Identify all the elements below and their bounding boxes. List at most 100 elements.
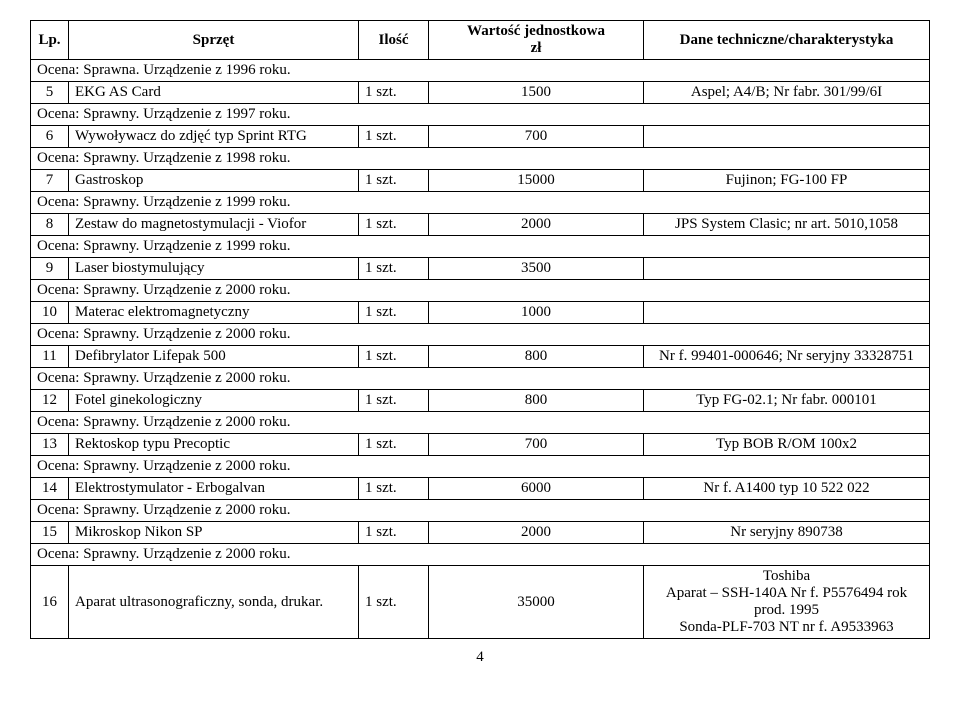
ocena-row: Ocena: Sprawny. Urządzenie z 2000 roku. bbox=[31, 324, 930, 346]
cell-ilosc: 1 szt. bbox=[359, 126, 429, 148]
cell-sprzet: EKG AS Card bbox=[69, 82, 359, 104]
ocena-text: Ocena: Sprawny. Urządzenie z 1999 roku. bbox=[31, 192, 930, 214]
cell-sprzet: Materac elektromagnetyczny bbox=[69, 302, 359, 324]
cell-dane: JPS System Clasic; nr art. 5010,1058 bbox=[644, 214, 930, 236]
cell-wartosc: 6000 bbox=[429, 478, 644, 500]
table-row: 14Elektrostymulator - Erbogalvan1 szt.60… bbox=[31, 478, 930, 500]
cell-lp: 6 bbox=[31, 126, 69, 148]
ocena-row: Ocena: Sprawny. Urządzenie z 2000 roku. bbox=[31, 280, 930, 302]
table-row: 8Zestaw do magnetostymulacji - Viofor1 s… bbox=[31, 214, 930, 236]
cell-wartosc: 800 bbox=[429, 346, 644, 368]
cell-sprzet: Aparat ultrasonograficzny, sonda, drukar… bbox=[69, 566, 359, 639]
ocena-row: Ocena: Sprawny. Urządzenie z 1999 roku. bbox=[31, 192, 930, 214]
ocena-text: Ocena: Sprawny. Urządzenie z 2000 roku. bbox=[31, 544, 930, 566]
header-wartosc-line1: Wartość jednostkowa bbox=[467, 23, 605, 39]
ocena-text: Ocena: Sprawny. Urządzenie z 2000 roku. bbox=[31, 324, 930, 346]
cell-sprzet: Rektoskop typu Precoptic bbox=[69, 434, 359, 456]
ocena-text: Ocena: Sprawny. Urządzenie z 1997 roku. bbox=[31, 104, 930, 126]
table-body: Ocena: Sprawna. Urządzenie z 1996 roku.5… bbox=[31, 60, 930, 639]
cell-wartosc: 35000 bbox=[429, 566, 644, 639]
ocena-row: Ocena: Sprawny. Urządzenie z 2000 roku. bbox=[31, 544, 930, 566]
equipment-table: Lp. Sprzęt Ilość Wartość jednostkowa zł … bbox=[30, 20, 930, 639]
table-row: 9Laser biostymulujący1 szt.3500 bbox=[31, 258, 930, 280]
cell-ilosc: 1 szt. bbox=[359, 170, 429, 192]
cell-lp: 16 bbox=[31, 566, 69, 639]
ocena-text: Ocena: Sprawny. Urządzenie z 2000 roku. bbox=[31, 500, 930, 522]
header-sprzet: Sprzęt bbox=[69, 21, 359, 60]
cell-dane bbox=[644, 126, 930, 148]
cell-wartosc: 700 bbox=[429, 126, 644, 148]
cell-dane bbox=[644, 258, 930, 280]
ocena-text: Ocena: Sprawny. Urządzenie z 1998 roku. bbox=[31, 148, 930, 170]
cell-dane: Typ BOB R/OM 100x2 bbox=[644, 434, 930, 456]
cell-lp: 13 bbox=[31, 434, 69, 456]
table-row: 7Gastroskop1 szt.15000Fujinon; FG-100 FP bbox=[31, 170, 930, 192]
cell-dane: Nr f. 99401-000646; Nr seryjny 33328751 bbox=[644, 346, 930, 368]
table-header-row: Lp. Sprzęt Ilość Wartość jednostkowa zł … bbox=[31, 21, 930, 60]
cell-dane: Aspel; A4/B; Nr fabr. 301/99/6I bbox=[644, 82, 930, 104]
table-row: 16Aparat ultrasonograficzny, sonda, druk… bbox=[31, 566, 930, 639]
cell-ilosc: 1 szt. bbox=[359, 258, 429, 280]
table-row: 5EKG AS Card1 szt.1500Aspel; A4/B; Nr fa… bbox=[31, 82, 930, 104]
cell-lp: 15 bbox=[31, 522, 69, 544]
cell-ilosc: 1 szt. bbox=[359, 566, 429, 639]
ocena-text: Ocena: Sprawny. Urządzenie z 2000 roku. bbox=[31, 368, 930, 390]
cell-sprzet: Mikroskop Nikon SP bbox=[69, 522, 359, 544]
cell-sprzet: Zestaw do magnetostymulacji - Viofor bbox=[69, 214, 359, 236]
header-lp: Lp. bbox=[31, 21, 69, 60]
cell-lp: 7 bbox=[31, 170, 69, 192]
ocena-text: Ocena: Sprawny. Urządzenie z 2000 roku. bbox=[31, 280, 930, 302]
cell-sprzet: Gastroskop bbox=[69, 170, 359, 192]
cell-wartosc: 2000 bbox=[429, 214, 644, 236]
cell-wartosc: 2000 bbox=[429, 522, 644, 544]
cell-sprzet: Wywoływacz do zdjęć typ Sprint RTG bbox=[69, 126, 359, 148]
cell-ilosc: 1 szt. bbox=[359, 214, 429, 236]
cell-lp: 9 bbox=[31, 258, 69, 280]
cell-ilosc: 1 szt. bbox=[359, 82, 429, 104]
header-wartosc-line2: zł bbox=[531, 40, 542, 56]
cell-ilosc: 1 szt. bbox=[359, 302, 429, 324]
cell-lp: 12 bbox=[31, 390, 69, 412]
cell-wartosc: 1000 bbox=[429, 302, 644, 324]
ocena-text: Ocena: Sprawny. Urządzenie z 1999 roku. bbox=[31, 236, 930, 258]
cell-lp: 14 bbox=[31, 478, 69, 500]
page-number: 4 bbox=[30, 649, 930, 666]
cell-ilosc: 1 szt. bbox=[359, 522, 429, 544]
cell-dane: Fujinon; FG-100 FP bbox=[644, 170, 930, 192]
cell-wartosc: 700 bbox=[429, 434, 644, 456]
cell-wartosc: 15000 bbox=[429, 170, 644, 192]
table-row: 13Rektoskop typu Precoptic1 szt.700Typ B… bbox=[31, 434, 930, 456]
ocena-row: Ocena: Sprawny. Urządzenie z 2000 roku. bbox=[31, 456, 930, 478]
table-row: 6Wywoływacz do zdjęć typ Sprint RTG1 szt… bbox=[31, 126, 930, 148]
cell-dane: Nr seryjny 890738 bbox=[644, 522, 930, 544]
ocena-row: Ocena: Sprawny. Urządzenie z 2000 roku. bbox=[31, 412, 930, 434]
ocena-row: Ocena: Sprawny. Urządzenie z 1997 roku. bbox=[31, 104, 930, 126]
cell-sprzet: Fotel ginekologiczny bbox=[69, 390, 359, 412]
cell-sprzet: Laser biostymulujący bbox=[69, 258, 359, 280]
ocena-row: Ocena: Sprawna. Urządzenie z 1996 roku. bbox=[31, 60, 930, 82]
header-wartosc: Wartość jednostkowa zł bbox=[429, 21, 644, 60]
header-ilosc: Ilość bbox=[359, 21, 429, 60]
cell-dane: ToshibaAparat – SSH-140A Nr f. P5576494 … bbox=[644, 566, 930, 639]
ocena-row: Ocena: Sprawny. Urządzenie z 2000 roku. bbox=[31, 368, 930, 390]
cell-wartosc: 1500 bbox=[429, 82, 644, 104]
table-row: 12Fotel ginekologiczny1 szt.800Typ FG-02… bbox=[31, 390, 930, 412]
cell-ilosc: 1 szt. bbox=[359, 346, 429, 368]
cell-lp: 10 bbox=[31, 302, 69, 324]
cell-lp: 11 bbox=[31, 346, 69, 368]
header-dane: Dane techniczne/charakterystyka bbox=[644, 21, 930, 60]
cell-wartosc: 3500 bbox=[429, 258, 644, 280]
ocena-text: Ocena: Sprawny. Urządzenie z 2000 roku. bbox=[31, 412, 930, 434]
table-row: 15Mikroskop Nikon SP1 szt.2000Nr seryjny… bbox=[31, 522, 930, 544]
ocena-row: Ocena: Sprawny. Urządzenie z 2000 roku. bbox=[31, 500, 930, 522]
cell-sprzet: Elektrostymulator - Erbogalvan bbox=[69, 478, 359, 500]
ocena-row: Ocena: Sprawny. Urządzenie z 1998 roku. bbox=[31, 148, 930, 170]
ocena-text: Ocena: Sprawna. Urządzenie z 1996 roku. bbox=[31, 60, 930, 82]
cell-lp: 5 bbox=[31, 82, 69, 104]
cell-ilosc: 1 szt. bbox=[359, 434, 429, 456]
cell-ilosc: 1 szt. bbox=[359, 390, 429, 412]
cell-dane: Typ FG-02.1; Nr fabr. 000101 bbox=[644, 390, 930, 412]
ocena-text: Ocena: Sprawny. Urządzenie z 2000 roku. bbox=[31, 456, 930, 478]
ocena-row: Ocena: Sprawny. Urządzenie z 1999 roku. bbox=[31, 236, 930, 258]
cell-dane: Nr f. A1400 typ 10 522 022 bbox=[644, 478, 930, 500]
